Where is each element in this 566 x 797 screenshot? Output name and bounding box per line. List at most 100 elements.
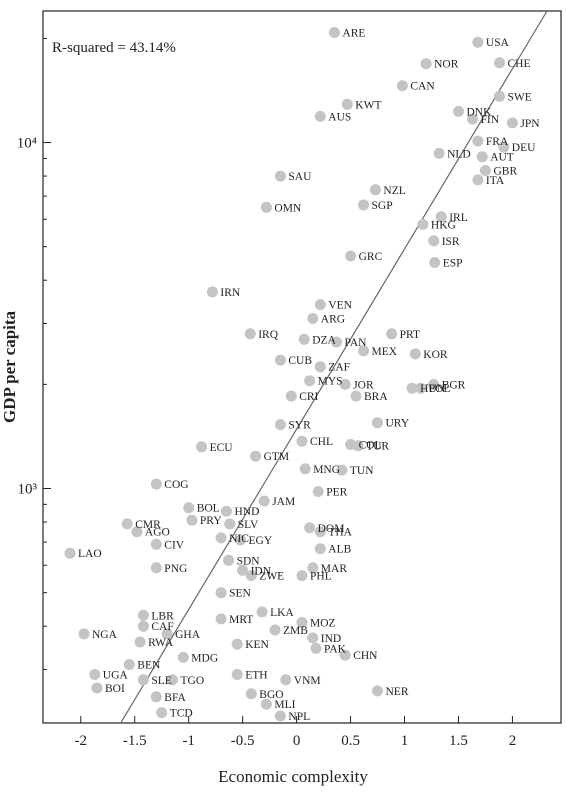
data-point-ind bbox=[307, 632, 319, 644]
point-label-tgo: TGO bbox=[181, 675, 205, 687]
data-point-png bbox=[150, 562, 162, 574]
data-point-swe bbox=[494, 90, 505, 102]
point-label-civ: CIV bbox=[164, 539, 185, 551]
data-point-nga bbox=[78, 628, 90, 640]
data-point-irq bbox=[244, 328, 256, 340]
point-label-rwa: RWA bbox=[148, 637, 174, 649]
data-point-jor bbox=[339, 378, 351, 390]
point-label-syr: SYR bbox=[288, 420, 311, 432]
point-label-isr: ISR bbox=[442, 236, 460, 248]
point-label-slv: SLV bbox=[238, 519, 259, 531]
data-point-bfa bbox=[150, 691, 162, 703]
point-label-dom: DOM bbox=[318, 523, 345, 535]
data-point-lka bbox=[256, 606, 268, 618]
point-label-chl: CHL bbox=[310, 436, 333, 448]
point-label-che: CHE bbox=[508, 58, 531, 70]
data-point-boi bbox=[91, 682, 103, 694]
point-label-prt: PRT bbox=[400, 329, 420, 341]
data-point-cub bbox=[274, 354, 286, 366]
data-point-zwe bbox=[245, 570, 257, 582]
data-point-cri bbox=[285, 390, 297, 402]
data-point-sdn bbox=[223, 554, 235, 566]
point-label-gha: GHA bbox=[175, 629, 201, 641]
data-point-nor bbox=[420, 58, 432, 70]
point-label-cmr: CMR bbox=[135, 519, 161, 531]
data-point-mli bbox=[260, 698, 272, 710]
r-squared-annotation: R-squared = 43.14% bbox=[52, 40, 176, 56]
data-point-prt bbox=[386, 328, 398, 340]
point-label-gbr: GBR bbox=[494, 166, 518, 178]
point-label-sen: SEN bbox=[229, 588, 251, 600]
data-point-mar bbox=[307, 562, 319, 574]
point-label-bgo: BGO bbox=[259, 689, 283, 701]
data-point-sau bbox=[274, 170, 286, 182]
point-label-esp: ESP bbox=[443, 258, 463, 270]
point-label-bol: BOL bbox=[197, 503, 220, 515]
data-point-gtm bbox=[250, 450, 262, 462]
data-point-che bbox=[494, 57, 505, 69]
data-point-pan bbox=[331, 336, 342, 348]
point-label-jpn: JPN bbox=[520, 118, 540, 130]
point-label-zmb: ZMB bbox=[283, 625, 308, 637]
point-label-lbr: LBR bbox=[151, 610, 174, 622]
data-point-can bbox=[396, 80, 408, 92]
data-point-irn bbox=[206, 286, 218, 298]
data-point-caf bbox=[137, 620, 149, 632]
plot-frame bbox=[42, 10, 562, 724]
data-point-tur bbox=[352, 440, 364, 452]
data-point-gha bbox=[161, 628, 173, 640]
data-point-ben bbox=[123, 659, 135, 670]
point-label-mrt: MRT bbox=[229, 614, 253, 626]
point-label-swe: SWE bbox=[508, 91, 532, 103]
point-label-pol: POL bbox=[429, 383, 451, 395]
point-label-ecu: ECU bbox=[210, 442, 234, 454]
data-point-usa bbox=[472, 36, 484, 48]
point-label-hkg: HKG bbox=[431, 219, 456, 231]
x-tick-label: 1.5 bbox=[449, 733, 468, 749]
x-tick-label: 0 bbox=[293, 733, 301, 749]
point-label-gtm: GTM bbox=[264, 451, 290, 463]
data-point-lbr bbox=[137, 609, 149, 621]
data-point-esp bbox=[429, 257, 441, 268]
fit-line-layer bbox=[120, 10, 548, 724]
data-point-grc bbox=[345, 250, 357, 262]
point-label-deu: DEU bbox=[512, 142, 536, 154]
point-label-pak: PAK bbox=[324, 643, 347, 655]
data-point-mys bbox=[304, 375, 316, 387]
data-point-phl bbox=[296, 570, 308, 582]
data-point-per bbox=[312, 486, 324, 497]
point-label-chn: CHN bbox=[353, 650, 378, 662]
point-label-idn: IDN bbox=[251, 565, 272, 577]
x-tick-label: -2 bbox=[75, 733, 88, 749]
data-point-ecu bbox=[196, 441, 208, 453]
data-point-uga bbox=[89, 669, 101, 680]
data-point-hun bbox=[406, 382, 418, 394]
point-label-irl: IRL bbox=[449, 212, 468, 224]
point-label-are: ARE bbox=[342, 28, 365, 40]
point-label-dnk: DNK bbox=[467, 106, 493, 118]
point-label-sau: SAU bbox=[288, 171, 312, 183]
data-point-gbr bbox=[480, 165, 491, 176]
point-label-tur: TUR bbox=[366, 441, 389, 453]
data-point-vnm bbox=[280, 674, 292, 686]
data-point-nic bbox=[215, 532, 227, 544]
data-point-irl bbox=[435, 211, 447, 223]
point-label-caf: CAF bbox=[151, 621, 173, 633]
point-label-zwe: ZWE bbox=[259, 571, 284, 583]
point-label-bra: BRA bbox=[364, 391, 388, 403]
data-point-kor bbox=[409, 348, 421, 360]
point-label-alb: ALB bbox=[328, 544, 351, 556]
data-point-hnd bbox=[221, 505, 232, 517]
data-point-mng bbox=[299, 463, 311, 475]
point-label-zaf: ZAF bbox=[328, 362, 350, 374]
data-point-isr bbox=[428, 235, 440, 247]
point-label-ken: KEN bbox=[245, 639, 269, 651]
x-tick-label: 1 bbox=[401, 733, 409, 749]
point-label-irq: IRQ bbox=[258, 329, 279, 341]
data-point-hkg bbox=[417, 218, 429, 230]
point-label-ita: ITA bbox=[486, 175, 505, 187]
data-point-fin bbox=[467, 113, 478, 125]
data-point-pak bbox=[310, 642, 322, 654]
point-label-sgp: SGP bbox=[372, 200, 393, 212]
point-label-tun: TUN bbox=[350, 465, 374, 477]
